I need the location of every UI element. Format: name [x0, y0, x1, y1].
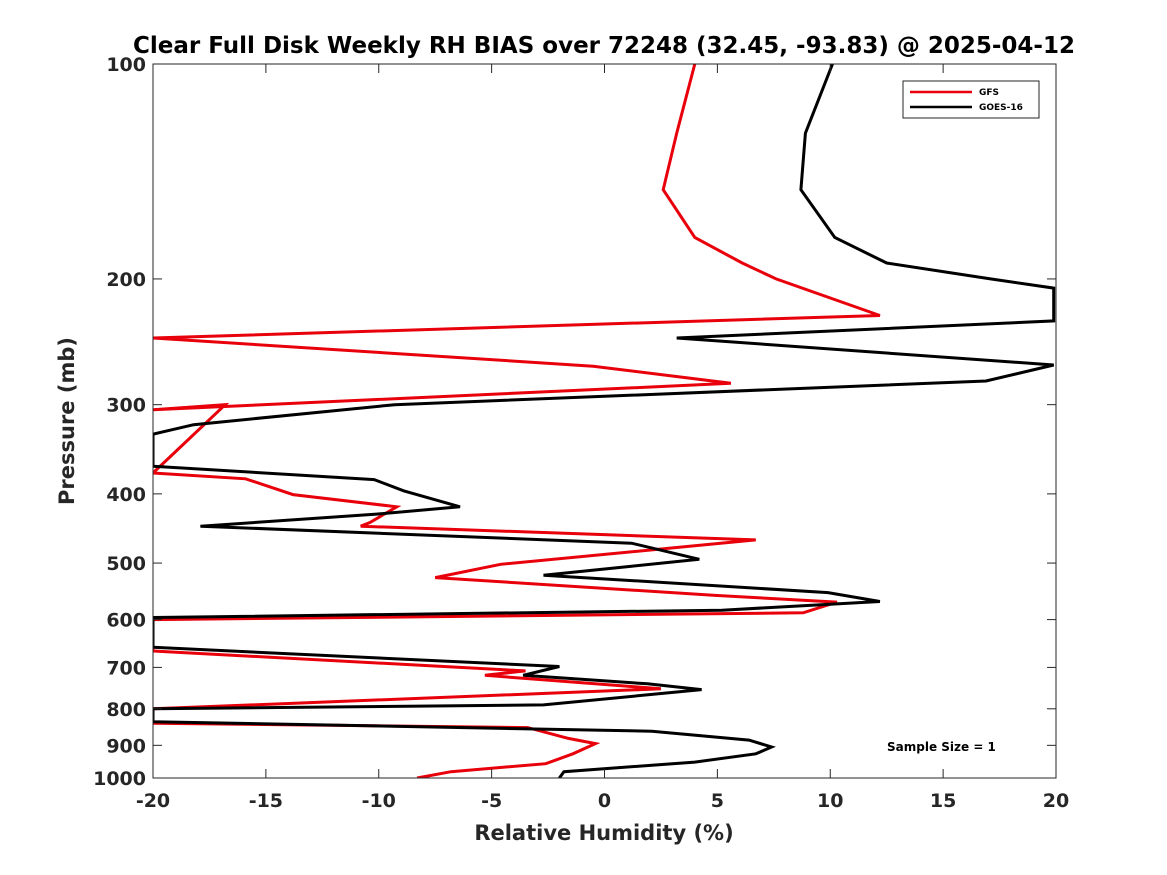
y-tick-label: 300: [106, 395, 146, 417]
y-tick-label: 900: [106, 735, 146, 757]
x-tick-label: 20: [1043, 790, 1069, 812]
sample-size-annotation: Sample Size = 1: [887, 740, 996, 754]
x-tick-label: -15: [249, 790, 283, 812]
y-tick-label: 800: [106, 699, 146, 721]
y-tick-label: 600: [106, 610, 146, 632]
y-tick-label: 1000: [93, 768, 146, 790]
y-tick-label: 500: [106, 553, 146, 575]
x-tick-label: -10: [362, 790, 396, 812]
legend: GFS GOES-16: [902, 80, 1040, 119]
y-axis-label: Pressure (mb): [55, 337, 79, 505]
legend-label-goes16: GOES-16: [979, 103, 1023, 113]
legend-label-gfs: GFS: [979, 88, 999, 98]
x-tick-label: -5: [481, 790, 502, 812]
y-tick-label: 100: [106, 54, 146, 76]
series-line-gfs: [153, 64, 881, 778]
x-tick-label: 5: [711, 790, 724, 812]
chart-title: Clear Full Disk Weekly RH BIAS over 7224…: [133, 33, 1075, 59]
y-tick-label: 700: [106, 657, 146, 679]
series-line-goes16: [153, 64, 1056, 778]
x-tick-label: 10: [817, 790, 843, 812]
y-tick-label: 400: [106, 484, 146, 506]
x-tick-label: 15: [930, 790, 956, 812]
x-axis-label: Relative Humidity (%): [474, 821, 733, 845]
x-tick-label: -20: [136, 790, 170, 812]
legend-box: [902, 80, 1040, 119]
x-tick-label: 0: [598, 790, 611, 812]
plot-area: [152, 63, 1057, 779]
y-tick-label: 200: [106, 269, 146, 291]
